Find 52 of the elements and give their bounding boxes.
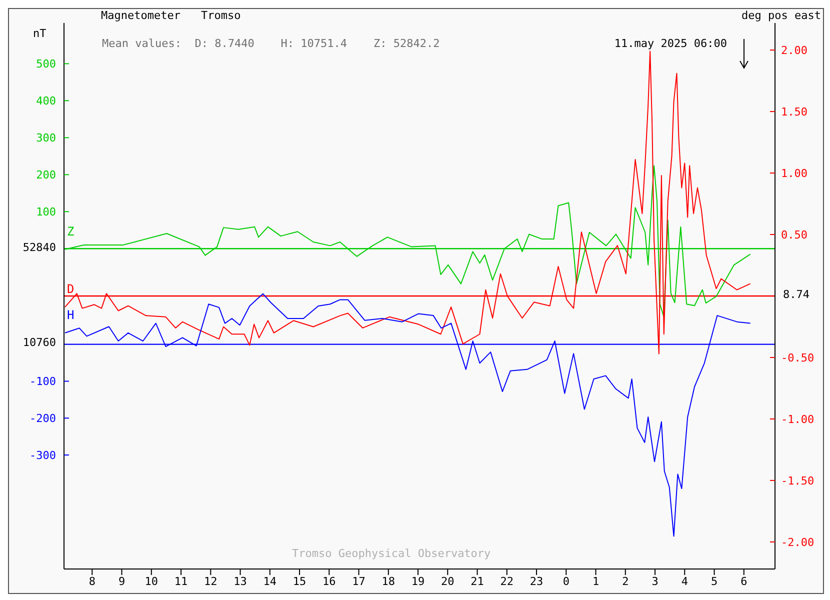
x-tick-label: 4 bbox=[681, 574, 688, 588]
x-tick-label: 9 bbox=[118, 574, 126, 588]
y2-tick-label: 2.00 bbox=[781, 44, 808, 58]
series-label: D bbox=[66, 282, 74, 296]
y-tick-label: 300 bbox=[36, 132, 56, 145]
x-tick-label: 19 bbox=[411, 574, 425, 588]
y-tick-label: 200 bbox=[36, 168, 56, 182]
y2-tick-label: 1.00 bbox=[781, 167, 808, 180]
x-tick-label: 12 bbox=[204, 574, 218, 588]
y-axis-title: nT bbox=[33, 27, 46, 40]
x-tick-label: 20 bbox=[441, 574, 454, 588]
x-tick-label: 3 bbox=[652, 574, 658, 588]
text: 8.74 bbox=[783, 288, 810, 301]
x-tick-label: 21 bbox=[470, 574, 484, 588]
x-tick-label: 0 bbox=[562, 574, 570, 588]
x-tick-label: 5 bbox=[710, 574, 718, 588]
y2-tick-label: 1.50 bbox=[781, 106, 808, 119]
y3-tick-label: -300 bbox=[30, 449, 56, 462]
annotation: 11.may 2025 06:00 bbox=[614, 37, 727, 50]
x-tick-label: 18 bbox=[382, 574, 396, 588]
series-label: Z bbox=[66, 224, 74, 238]
x-tick-label: 11 bbox=[174, 574, 188, 588]
x-tick-label: 17 bbox=[352, 574, 366, 588]
y-tick-label: 100 bbox=[36, 206, 56, 219]
y2-axis-title: deg pos east bbox=[742, 9, 821, 22]
y-tick-label: 400 bbox=[36, 94, 56, 108]
x-tick-label: 2 bbox=[622, 574, 629, 588]
text: 10760 bbox=[22, 336, 56, 350]
chart-subtitle: Tromso bbox=[201, 9, 241, 22]
text: 52840 bbox=[22, 240, 56, 254]
x-tick-label: 8 bbox=[88, 574, 96, 588]
x-tick-label: 15 bbox=[292, 574, 306, 588]
x-tick-label: 6 bbox=[740, 574, 748, 588]
x-tick-label: 16 bbox=[322, 574, 336, 588]
y2-tick-label: -1.00 bbox=[781, 412, 814, 426]
annotation: Mean values: D: 8.7440 H: 10751.4 Z: 52842.2 bbox=[102, 37, 440, 50]
x-tick-label: 1 bbox=[592, 574, 600, 588]
x-tick-label: 14 bbox=[263, 574, 277, 588]
x-tick-label: 22 bbox=[500, 574, 514, 588]
y2-tick-label: -2.00 bbox=[781, 536, 814, 549]
x-tick-label: 23 bbox=[530, 574, 544, 588]
y2-tick-label: -1.50 bbox=[781, 474, 814, 488]
x-tick-label: 10 bbox=[144, 574, 158, 588]
y-tick-label: 500 bbox=[36, 58, 56, 71]
y3-tick-label: -100 bbox=[30, 375, 56, 388]
x-tick-label: 13 bbox=[234, 574, 247, 588]
chart-title: Magnetometer bbox=[101, 9, 180, 22]
y2-tick-label: 0.50 bbox=[781, 228, 808, 242]
y3-tick-label: -200 bbox=[30, 412, 56, 426]
series-label: H bbox=[66, 308, 74, 322]
annotation: Tromso Geophysical Observatory bbox=[292, 547, 491, 560]
y2-tick-label: -0.50 bbox=[781, 351, 814, 364]
